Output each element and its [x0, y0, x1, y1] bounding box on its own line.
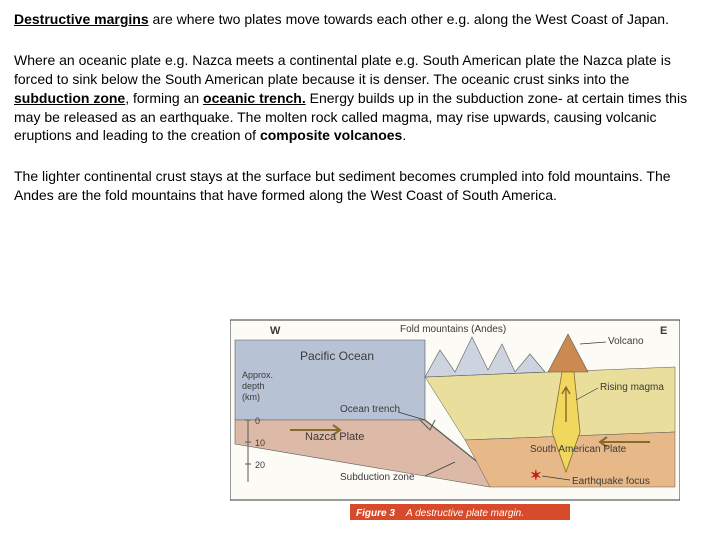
svg-text:20: 20 [255, 460, 265, 470]
term-composite-volcanoes: composite volcanoes [260, 127, 402, 143]
term-destructive-margins: Destructive margins [14, 11, 149, 27]
paragraph-2: Where an oceanic plate e.g. Nazca meets … [14, 51, 706, 145]
svg-text:Ocean trench: Ocean trench [340, 404, 400, 415]
svg-text:Subduction zone: Subduction zone [340, 472, 415, 483]
p1-rest: are where two plates move towards each o… [149, 11, 669, 27]
svg-text:South American Plate: South American Plate [530, 444, 627, 455]
svg-text:✶: ✶ [530, 467, 542, 483]
svg-text:depth: depth [242, 381, 265, 391]
svg-text:Figure 3: Figure 3 [356, 508, 395, 519]
svg-text:A destructive plate margin.: A destructive plate margin. [405, 508, 524, 519]
p3-t1: The lighter continental crust stays at t… [14, 168, 671, 203]
diagram-svg: ✶ 0 10 20 Approx.depth(km) W E Fold mountains (… [230, 312, 680, 522]
term-subduction-zone: subduction zone [14, 90, 125, 106]
p2-t1: Where an oceanic plate e.g. Nazca meets … [14, 52, 671, 87]
svg-text:Approx.: Approx. [242, 370, 273, 380]
svg-text:(km): (km) [242, 392, 260, 402]
svg-text:W: W [270, 325, 281, 337]
svg-text:Volcano: Volcano [608, 336, 644, 347]
subduction-diagram: ✶ 0 10 20 Approx.depth(km) W E Fold mountains (… [230, 312, 680, 522]
svg-text:Nazca Plate: Nazca Plate [305, 431, 364, 443]
svg-text:10: 10 [255, 438, 265, 448]
svg-text:E: E [660, 325, 667, 337]
p2-t4: . [402, 127, 406, 143]
p2-t2: , forming an [125, 90, 203, 106]
svg-text:Rising magma: Rising magma [600, 382, 664, 393]
term-oceanic-trench: oceanic trench. [203, 90, 306, 106]
svg-text:0: 0 [255, 416, 260, 426]
paragraph-1: Destructive margins are where two plates… [14, 10, 706, 29]
svg-text:Pacific Ocean: Pacific Ocean [300, 349, 374, 363]
paragraph-3: The lighter continental crust stays at t… [14, 167, 706, 205]
svg-text:Fold mountains (Andes): Fold mountains (Andes) [400, 324, 506, 335]
svg-text:Earthquake focus: Earthquake focus [572, 476, 650, 487]
